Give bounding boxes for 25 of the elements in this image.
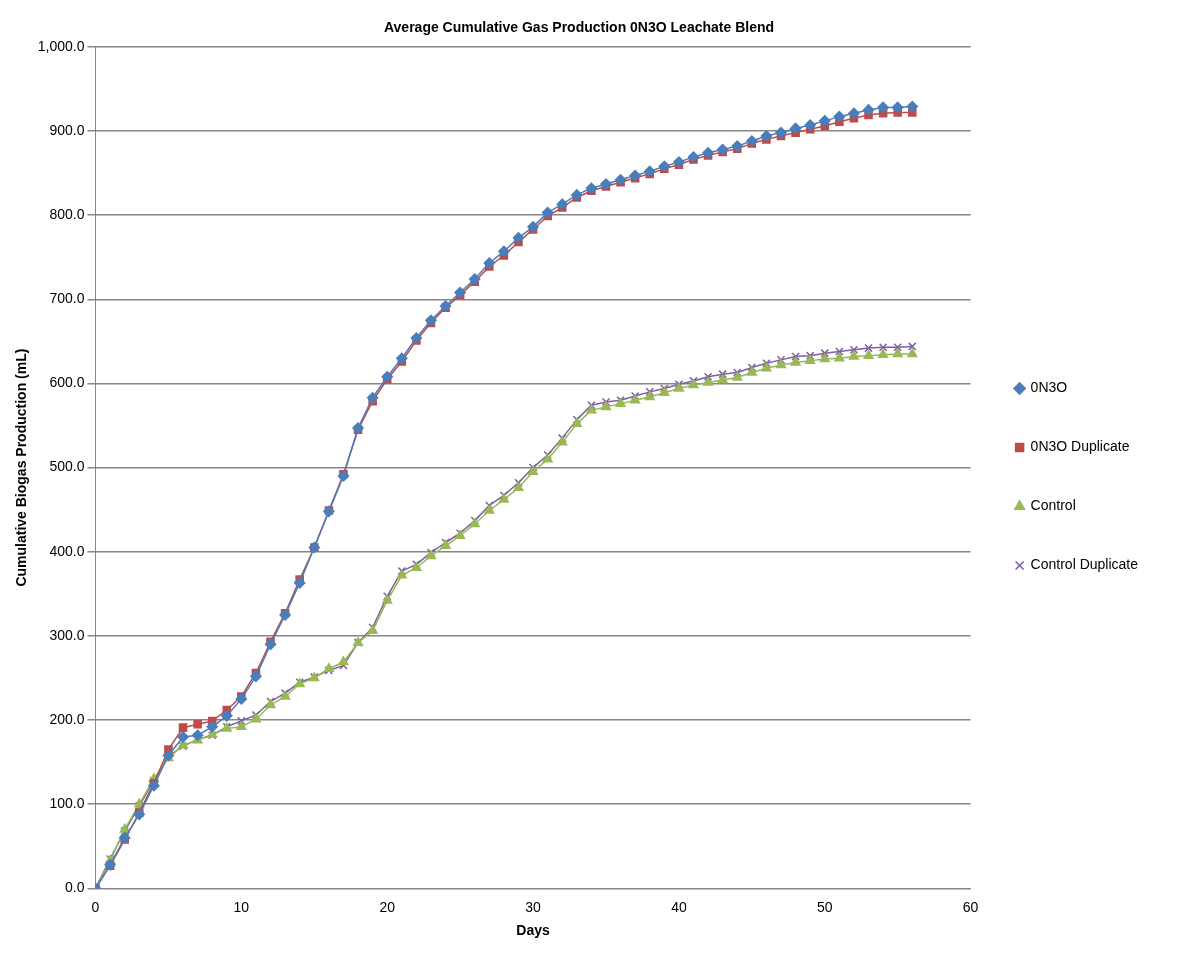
x-tick-label: 20 bbox=[379, 898, 396, 915]
x-tick-label: 10 bbox=[233, 898, 250, 915]
y-tick-label: 300.0 bbox=[49, 626, 85, 643]
y-tick-label: 200.0 bbox=[49, 710, 85, 727]
x-tick-label: 30 bbox=[525, 898, 542, 915]
x-tick-label: 60 bbox=[962, 898, 979, 915]
chart-title: Average Cumulative Gas Production 0N3O Leachate Blend bbox=[383, 19, 775, 36]
y-tick-label: 600.0 bbox=[49, 374, 85, 391]
x-tick-label: 0 bbox=[91, 898, 100, 915]
y-tick-label: 1,000.0 bbox=[37, 37, 85, 54]
legend-label: Control bbox=[1030, 497, 1076, 514]
x-tick-label: 40 bbox=[671, 898, 687, 915]
legend-label: Control Duplicate bbox=[1030, 556, 1139, 573]
y-tick-label: 0.0 bbox=[65, 879, 85, 896]
y-tick-label: 500.0 bbox=[49, 458, 85, 475]
legend-label: 0N3O bbox=[1030, 379, 1068, 396]
legend-label: 0N3O Duplicate bbox=[1030, 438, 1130, 455]
y-axis-title: Cumulative Biogas Production (mL) bbox=[13, 348, 30, 587]
y-tick-label: 900.0 bbox=[49, 121, 85, 138]
x-axis-title: Days bbox=[516, 922, 551, 939]
x-tick-label: 50 bbox=[816, 898, 833, 915]
y-tick-label: 100.0 bbox=[49, 795, 85, 812]
y-tick-label: 700.0 bbox=[49, 290, 85, 307]
y-tick-label: 800.0 bbox=[49, 205, 85, 222]
y-tick-label: 400.0 bbox=[49, 542, 85, 559]
